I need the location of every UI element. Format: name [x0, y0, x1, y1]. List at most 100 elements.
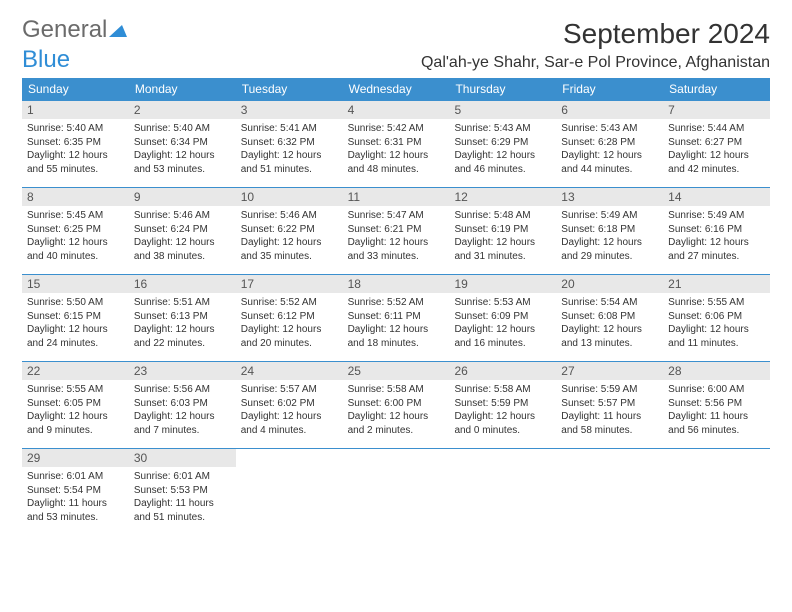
day-cell: 22Sunrise: 5:55 AMSunset: 6:05 PMDayligh… [22, 362, 129, 448]
header: General Blue September 2024 Qal'ah-ye Sh… [22, 18, 770, 72]
day-info: Sunrise: 5:57 AMSunset: 6:02 PMDaylight:… [241, 383, 338, 437]
day-number: 30 [129, 449, 236, 467]
day-number: 13 [556, 188, 663, 206]
day-cell: 27 Sunrise: 5:59 AMSunset: 5:57 PMDayligh… [556, 362, 663, 448]
day-number: 14 [663, 188, 770, 206]
day-info: Sunrise: 5:54 AMSunset: 6:08 PMDaylight:… [561, 296, 658, 350]
day-number: 26 [449, 362, 556, 380]
day-cell: 29 Sunrise: 6:01 AMSunset: 5:54 PMDayligh… [22, 449, 129, 535]
day-cell: 13 Sunrise: 5:49 AMSunset: 6:18 PMDayligh… [556, 188, 663, 274]
empty-cell [236, 449, 343, 535]
day-cell: 17 Sunrise: 5:52 AMSunset: 6:12 PMDayligh… [236, 275, 343, 361]
day-cell: 23 Sunrise: 5:56 AMSunset: 6:03 PMDayligh… [129, 362, 236, 448]
day-info: Sunrise: 5:49 AMSunset: 6:16 PMDaylight:… [668, 209, 765, 263]
day-number: 8 [22, 188, 129, 206]
logo-word-general: General [22, 16, 107, 43]
day-info: Sunrise: 5:46 AMSunset: 6:24 PMDaylight:… [134, 209, 231, 263]
day-number: 23 [129, 362, 236, 380]
day-number: 12 [449, 188, 556, 206]
day-number: 24 [236, 362, 343, 380]
day-number: 17 [236, 275, 343, 293]
day-info: Sunrise: 6:01 AMSunset: 5:53 PMDaylight:… [134, 470, 231, 524]
day-info: Sunrise: 5:43 AMSunset: 6:29 PMDaylight:… [454, 122, 551, 176]
day-cell: 28 Sunrise: 6:00 AMSunset: 5:56 PMDayligh… [663, 362, 770, 448]
day-number: 28 [663, 362, 770, 380]
day-cell: 3 Sunrise: 5:41 AMSunset: 6:32 PMDaylight… [236, 101, 343, 187]
day-info: Sunrise: 5:41 AMSunset: 6:32 PMDaylight:… [241, 122, 338, 176]
day-cell: 10Sunrise: 5:46 AMSunset: 6:22 PMDayligh… [236, 188, 343, 274]
day-number: 1 [22, 101, 129, 119]
day-cell: 18 Sunrise: 5:52 AMSunset: 6:11 PMDayligh… [343, 275, 450, 361]
day-cell: 15 Sunrise: 5:50 AMSunset: 6:15 PMDayligh… [22, 275, 129, 361]
day-cell: 21Sunrise: 5:55 AMSunset: 6:06 PMDayligh… [663, 275, 770, 361]
logo-triangle-icon [109, 18, 127, 42]
day-header-saturday: Saturday [663, 78, 770, 100]
day-info: Sunrise: 5:49 AMSunset: 6:18 PMDaylight:… [561, 209, 658, 263]
day-info: Sunrise: 5:40 AMSunset: 6:35 PMDaylight:… [27, 122, 124, 176]
day-cell: 6Sunrise: 5:43 AMSunset: 6:28 PMDaylight… [556, 101, 663, 187]
day-header-thursday: Thursday [449, 78, 556, 100]
day-number: 16 [129, 275, 236, 293]
day-cell: 12Sunrise: 5:48 AMSunset: 6:19 PMDayligh… [449, 188, 556, 274]
title-block: September 2024 Qal'ah-ye Shahr, Sar-e Po… [421, 18, 770, 72]
day-cell: 16 Sunrise: 5:51 AMSunset: 6:13 PMDayligh… [129, 275, 236, 361]
day-info: Sunrise: 5:58 AMSunset: 6:00 PMDaylight:… [348, 383, 445, 437]
day-number: 9 [129, 188, 236, 206]
day-info: Sunrise: 5:50 AMSunset: 6:15 PMDaylight:… [27, 296, 124, 350]
day-number: 7 [663, 101, 770, 119]
day-number: 15 [22, 275, 129, 293]
day-cell: 20 Sunrise: 5:54 AMSunset: 6:08 PMDayligh… [556, 275, 663, 361]
day-number: 20 [556, 275, 663, 293]
week-row: 1 Sunrise: 5:40 AMSunset: 6:35 PMDaylight… [22, 100, 770, 187]
day-cell: 7Sunrise: 5:44 AMSunset: 6:27 PMDaylight… [663, 101, 770, 187]
day-number: 27 [556, 362, 663, 380]
day-number: 3 [236, 101, 343, 119]
day-info: Sunrise: 5:46 AMSunset: 6:22 PMDaylight:… [241, 209, 338, 263]
logo: General Blue [22, 18, 127, 72]
day-cell: 26 Sunrise: 5:58 AMSunset: 5:59 PMDayligh… [449, 362, 556, 448]
day-number: 11 [343, 188, 450, 206]
day-header-row: SundayMondayTuesdayWednesdayThursdayFrid… [22, 78, 770, 100]
day-number: 2 [129, 101, 236, 119]
day-info: Sunrise: 6:01 AMSunset: 5:54 PMDaylight:… [27, 470, 124, 524]
day-number: 29 [22, 449, 129, 467]
day-number: 18 [343, 275, 450, 293]
day-info: Sunrise: 5:51 AMSunset: 6:13 PMDaylight:… [134, 296, 231, 350]
day-number: 5 [449, 101, 556, 119]
day-cell: 2 Sunrise: 5:40 AMSunset: 6:34 PMDaylight… [129, 101, 236, 187]
day-header-monday: Monday [129, 78, 236, 100]
day-number: 19 [449, 275, 556, 293]
empty-cell [663, 449, 770, 535]
day-info: Sunrise: 5:59 AMSunset: 5:57 PMDaylight:… [561, 383, 658, 437]
day-header-wednesday: Wednesday [343, 78, 450, 100]
location: Qal'ah-ye Shahr, Sar-e Pol Province, Afg… [421, 54, 770, 72]
day-cell: 30 Sunrise: 6:01 AMSunset: 5:53 PMDayligh… [129, 449, 236, 535]
day-info: Sunrise: 6:00 AMSunset: 5:56 PMDaylight:… [668, 383, 765, 437]
day-info: Sunrise: 5:58 AMSunset: 5:59 PMDaylight:… [454, 383, 551, 437]
day-info: Sunrise: 5:55 AMSunset: 6:05 PMDaylight:… [27, 383, 124, 437]
day-info: Sunrise: 5:40 AMSunset: 6:34 PMDaylight:… [134, 122, 231, 176]
day-info: Sunrise: 5:45 AMSunset: 6:25 PMDaylight:… [27, 209, 124, 263]
day-cell: 1 Sunrise: 5:40 AMSunset: 6:35 PMDaylight… [22, 101, 129, 187]
day-header-friday: Friday [556, 78, 663, 100]
day-cell: 5 Sunrise: 5:43 AMSunset: 6:29 PMDaylight… [449, 101, 556, 187]
day-number: 25 [343, 362, 450, 380]
week-row: 15 Sunrise: 5:50 AMSunset: 6:15 PMDayligh… [22, 274, 770, 361]
month-title: September 2024 [421, 18, 770, 50]
day-header-sunday: Sunday [22, 78, 129, 100]
day-cell: 8 Sunrise: 5:45 AMSunset: 6:25 PMDaylight… [22, 188, 129, 274]
calendar: SundayMondayTuesdayWednesdayThursdayFrid… [22, 78, 770, 535]
week-row: 8 Sunrise: 5:45 AMSunset: 6:25 PMDaylight… [22, 187, 770, 274]
day-number: 21 [663, 275, 770, 293]
day-cell: 9 Sunrise: 5:46 AMSunset: 6:24 PMDaylight… [129, 188, 236, 274]
day-info: Sunrise: 5:47 AMSunset: 6:21 PMDaylight:… [348, 209, 445, 263]
day-cell: 11 Sunrise: 5:47 AMSunset: 6:21 PMDayligh… [343, 188, 450, 274]
week-row: 22Sunrise: 5:55 AMSunset: 6:05 PMDayligh… [22, 361, 770, 448]
day-info: Sunrise: 5:52 AMSunset: 6:12 PMDaylight:… [241, 296, 338, 350]
day-info: Sunrise: 5:56 AMSunset: 6:03 PMDaylight:… [134, 383, 231, 437]
week-row: 29 Sunrise: 6:01 AMSunset: 5:54 PMDayligh… [22, 448, 770, 535]
logo-word-blue: Blue [22, 46, 70, 73]
day-header-tuesday: Tuesday [236, 78, 343, 100]
day-info: Sunrise: 5:52 AMSunset: 6:11 PMDaylight:… [348, 296, 445, 350]
empty-cell [449, 449, 556, 535]
